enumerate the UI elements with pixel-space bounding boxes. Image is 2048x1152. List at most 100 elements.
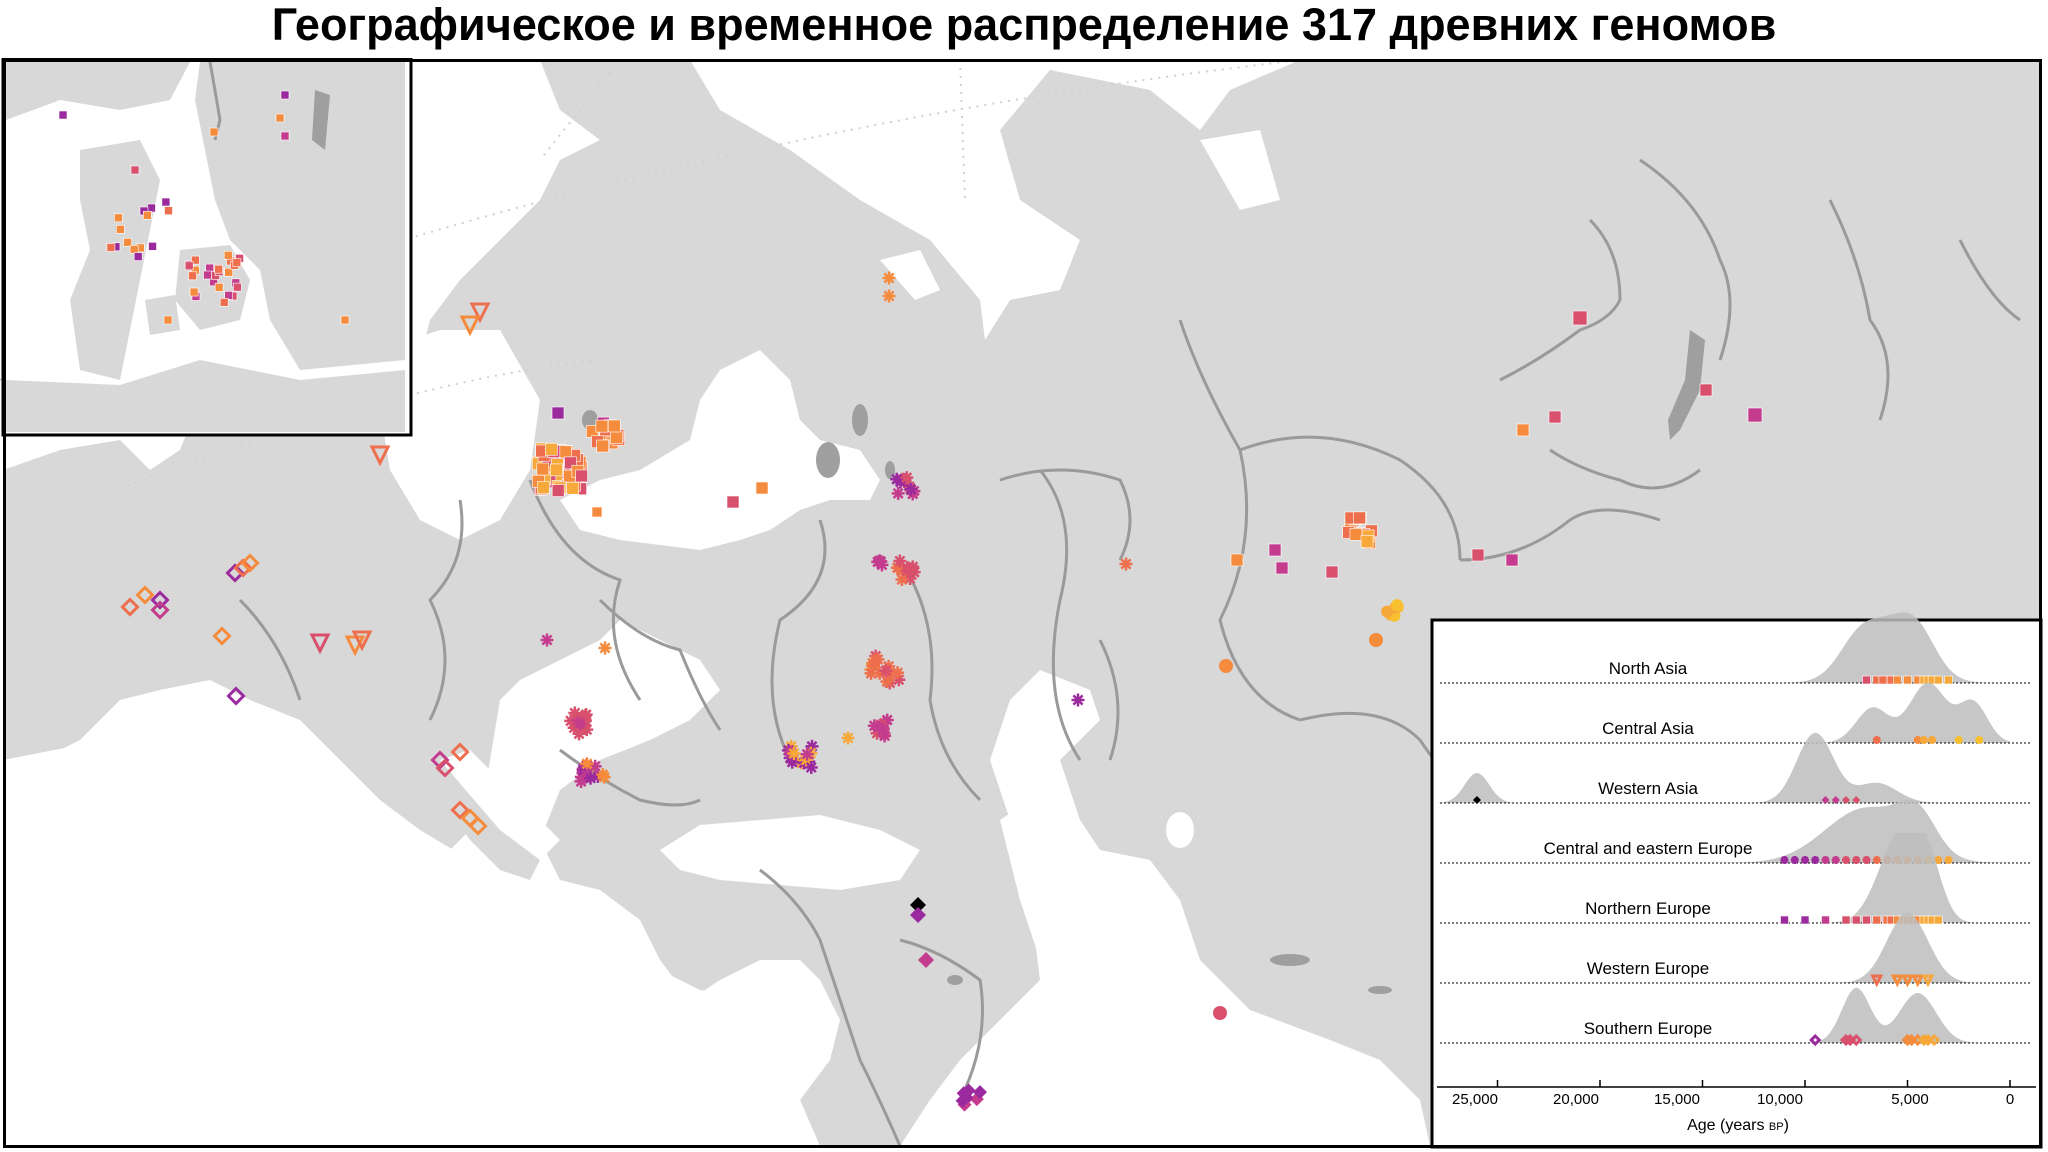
sample-marker <box>1852 856 1860 864</box>
sample-marker <box>1862 675 1871 685</box>
sample-marker <box>1120 558 1132 570</box>
sample-marker <box>116 225 125 234</box>
age-distribution-panel: North Asia Central Asia Western Asia Cen… <box>1430 612 2043 1149</box>
sample-marker <box>599 642 611 654</box>
sample-marker <box>275 113 285 123</box>
baltic-sea <box>560 350 880 550</box>
sample-marker <box>191 255 200 265</box>
sample-marker <box>905 483 917 495</box>
ridge-densities <box>1436 612 2032 1047</box>
sample-marker <box>1516 423 1530 437</box>
sample-marker <box>1275 561 1289 575</box>
sample-marker <box>918 952 934 968</box>
sample-marker <box>163 315 173 325</box>
sample-marker <box>189 287 199 297</box>
ridge-x-axis-label-unit: BP <box>1769 1121 1784 1133</box>
sample-marker <box>1878 675 1888 685</box>
sample-marker <box>575 469 588 483</box>
sample-marker <box>224 267 234 277</box>
sample-marker <box>596 439 609 453</box>
sample-marker <box>1325 565 1339 579</box>
map-canvas[interactable]: North Asia Central Asia Western Asia Cen… <box>0 58 2048 1152</box>
sample-marker <box>1391 599 1404 612</box>
ridge-x-axis-label-close: ) <box>1784 1117 1789 1134</box>
sample-marker <box>309 633 331 655</box>
novaya-zemlya-land <box>1050 90 1130 200</box>
sample-marker <box>224 291 233 300</box>
sample-marker <box>280 90 290 100</box>
sample-marker <box>1890 974 1904 988</box>
country-borders <box>238 158 2021 1147</box>
sample-marker <box>973 1085 988 1100</box>
sample-marker <box>892 487 904 499</box>
ridge-label-central-eastern-europe: Central and eastern Europe <box>1544 839 1753 858</box>
sample-marker <box>1230 553 1244 567</box>
sample-marker <box>585 772 596 784</box>
lake-van <box>947 975 963 985</box>
sample-marker <box>581 758 593 770</box>
sample-marker <box>589 760 601 772</box>
sample-marker <box>143 210 152 220</box>
sample-marker <box>569 707 581 719</box>
sample-marker <box>114 213 123 223</box>
sample-marker <box>545 442 558 456</box>
sample-marker <box>219 298 229 307</box>
sample-marker <box>123 237 132 247</box>
sample-marker <box>1473 796 1481 804</box>
sample-marker <box>1072 694 1084 706</box>
sample-marker <box>1832 856 1840 864</box>
sample-marker <box>233 282 242 292</box>
sample-marker <box>214 283 224 292</box>
sample-marker <box>1842 856 1850 864</box>
sample-marker <box>212 626 232 646</box>
sample-marker <box>1842 796 1850 804</box>
inset-funen <box>145 295 180 335</box>
ridge-density <box>1436 913 2010 983</box>
ridge-label-western-europe: Western Europe <box>1587 959 1710 978</box>
sample-marker <box>874 721 885 733</box>
sample-marker <box>148 242 157 251</box>
sample-marker <box>1872 915 1882 925</box>
sample-marker <box>1349 528 1363 541</box>
sample-marker <box>1933 675 1943 685</box>
sample-marker <box>574 718 586 730</box>
sample-marker <box>581 724 593 736</box>
ridge-density <box>1436 833 2010 923</box>
sample-marker <box>801 748 813 760</box>
sample-marker <box>597 769 609 781</box>
sample-marker <box>130 165 140 175</box>
sample-marker <box>150 590 170 610</box>
sample-marker <box>1873 856 1881 864</box>
sample-marker <box>1219 659 1233 673</box>
sample-marker <box>1811 856 1819 864</box>
sample-marker <box>880 665 892 677</box>
sample-marker <box>536 462 550 476</box>
sample-marker <box>895 476 907 488</box>
inset-jutland <box>70 140 160 380</box>
ridge-label-north-asia: North Asia <box>1609 659 1688 678</box>
sample-marker <box>209 127 219 137</box>
sample-marker <box>450 800 470 820</box>
sample-marker <box>541 634 553 646</box>
sample-marker <box>901 565 913 577</box>
sample-marker <box>214 264 223 274</box>
ridge-x-axis <box>1437 1080 2036 1088</box>
sample-marker <box>1862 915 1871 925</box>
black-sea <box>660 815 920 890</box>
sample-marker <box>610 431 623 445</box>
adriatic-sea <box>440 750 560 860</box>
ridge-label-northern-europe: Northern Europe <box>1585 899 1711 918</box>
sample-marker <box>1913 736 1922 744</box>
sample-marker <box>1505 553 1519 567</box>
sample-marker <box>226 686 246 706</box>
sample-marker <box>883 290 895 302</box>
sample-marker <box>1809 1033 1822 1047</box>
sample-marker <box>868 720 880 732</box>
inset-germany <box>6 360 405 432</box>
ridge-label-western-asia: Western Asia <box>1598 779 1698 798</box>
ridge-x-axis-label: Age (years BP) <box>1687 1117 1789 1134</box>
sample-marker <box>901 472 913 484</box>
lake-vanern <box>582 410 598 430</box>
sample-marker <box>1821 796 1830 804</box>
sample-marker <box>549 463 563 477</box>
